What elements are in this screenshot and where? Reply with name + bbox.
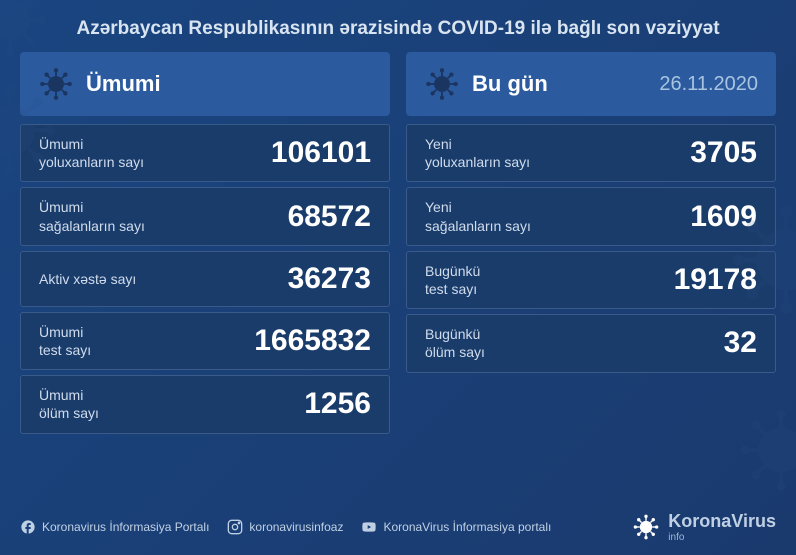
today-stat-label: Bugünkütest sayı	[425, 262, 480, 298]
stats-columns: Ümumi Ümumiyoluxanların sayı106101Ümumis…	[0, 52, 796, 439]
total-stat-row: Ümumitest sayı 1665832	[20, 312, 390, 370]
virus-decoration-icon	[736, 405, 796, 495]
logo-main-text: KoronaVirus	[668, 511, 776, 531]
today-stat-label: Yenisağalanların sayı	[425, 198, 531, 234]
youtube-label: KoronaVirus İnformasiya portalı	[383, 520, 551, 534]
total-column: Ümumi Ümumiyoluxanların sayı106101Ümumis…	[20, 52, 390, 439]
total-stat-value: 1256	[304, 387, 371, 421]
virus-logo-icon	[632, 513, 660, 541]
total-stat-row: Aktiv xəstə sayı 36273	[20, 251, 390, 307]
today-stat-row: Yenisağalanların sayı1609	[406, 187, 776, 245]
today-header: Bu gün 26.11.2020	[406, 52, 776, 116]
site-logo: KoronaVirus info	[632, 511, 776, 543]
total-stat-value: 1665832	[254, 324, 371, 358]
youtube-icon	[361, 519, 377, 535]
virus-icon	[424, 66, 460, 102]
instagram-link[interactable]: koronavirusinfoaz	[227, 519, 343, 535]
total-stat-value: 68572	[288, 200, 371, 234]
total-stat-value: 106101	[271, 136, 371, 170]
instagram-icon	[227, 519, 243, 535]
facebook-link[interactable]: Koronavirus İnformasiya Portalı	[20, 519, 209, 535]
total-stat-label: Ümumiölüm sayı	[39, 386, 99, 422]
today-date: 26.11.2020	[659, 73, 758, 96]
total-stat-row: Ümumiyoluxanların sayı106101	[20, 124, 390, 182]
total-stat-row: Ümumisağalanların sayı 68572	[20, 187, 390, 245]
instagram-label: koronavirusinfoaz	[249, 520, 343, 534]
total-title: Ümumi	[86, 71, 161, 97]
today-title: Bu gün	[472, 71, 548, 97]
virus-decoration-icon	[0, 0, 50, 60]
today-stat-row: Bugünkütest sayı19178	[406, 251, 776, 309]
footer: Koronavirus İnformasiya Portalı koronavi…	[0, 499, 796, 555]
virus-decoration-icon	[726, 200, 796, 320]
today-column: Bu gün 26.11.2020 Yeniyoluxanların sayı 3…	[406, 52, 776, 439]
total-header: Ümumi	[20, 52, 390, 116]
today-stat-label: Bugünküölüm sayı	[425, 325, 485, 361]
youtube-link[interactable]: KoronaVirus İnformasiya portalı	[361, 519, 551, 535]
social-links: Koronavirus İnformasiya Portalı koronavi…	[20, 519, 551, 535]
total-stat-value: 36273	[288, 262, 371, 296]
logo-sub-text: info	[668, 532, 776, 543]
total-stat-label: Ümumitest sayı	[39, 323, 91, 359]
today-stat-value: 32	[724, 326, 757, 360]
virus-decoration-icon	[0, 80, 60, 180]
today-stat-row: Yeniyoluxanların sayı 3705	[406, 124, 776, 182]
today-stat-value: 3705	[690, 136, 757, 170]
page-title: Azərbaycan Respublikasının ərazisində CO…	[0, 0, 796, 52]
total-stat-label: Aktiv xəstə sayı	[39, 270, 136, 288]
total-stat-label: Ümumisağalanların sayı	[39, 198, 145, 234]
today-stat-label: Yeniyoluxanların sayı	[425, 135, 530, 171]
total-stat-row: Ümumiölüm sayı 1256	[20, 375, 390, 433]
facebook-icon	[20, 519, 36, 535]
facebook-label: Koronavirus İnformasiya Portalı	[42, 520, 209, 534]
today-stat-row: Bugünküölüm sayı 32	[406, 314, 776, 372]
